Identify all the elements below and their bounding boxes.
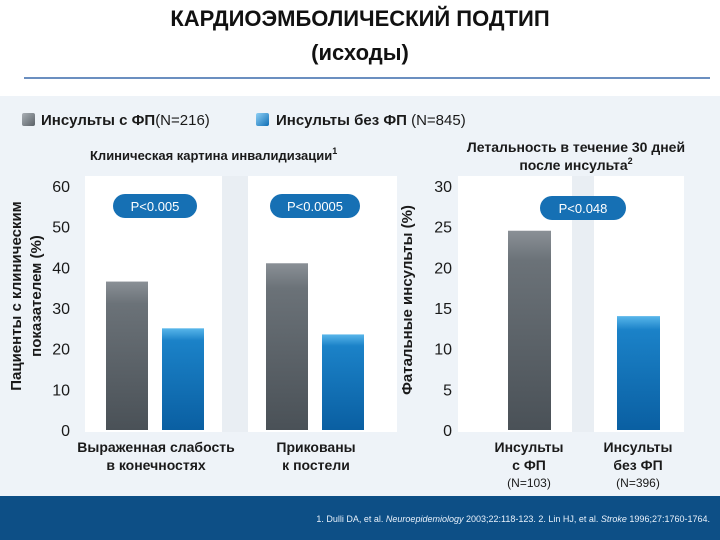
slide-title: КАРДИОЭМБОЛИЧЕСКИЙ ПОДТИП (170, 6, 550, 31)
p-value-2: P<0.0005 (287, 199, 343, 214)
chart-right-yticks: 0 5 10 15 20 25 30 (434, 179, 452, 440)
chart-left-cat-1-line1: Выраженная слабость (77, 439, 235, 455)
chart-right-cat-1-n: (N=103) (507, 476, 551, 490)
chart-right-bars (508, 230, 660, 430)
legend-label-noaf-n: (N=845) (407, 112, 466, 129)
title-divider (24, 77, 710, 79)
chart-left-title-text: Клиническая картина инвалидизации (90, 148, 332, 163)
chart-left-title-sup: 1 (332, 146, 337, 156)
title-area: КАРДИОЭМБОЛИЧЕСКИЙ ПОДТИП (исходы) (0, 0, 720, 96)
chart-right-cat-1-line2: с ФП (512, 457, 546, 473)
p-value-pill-1 (113, 194, 197, 218)
chart-right-title-sup: 2 (628, 156, 633, 166)
y-tick-left: 60 (52, 179, 70, 196)
y-tick-right: 20 (434, 260, 452, 277)
chart-right-cat-2-n: (N=396) (616, 476, 660, 490)
y-tick-left: 20 (52, 342, 70, 359)
chart-left-cat-2-line2: к постели (282, 457, 350, 473)
footnote-ref1: 1. Dulli DA, et al. (316, 514, 386, 524)
legend-label-noaf-bold: Инсульты без ФП (276, 112, 407, 129)
chart-right-cat-1-line1: Инсульты (495, 439, 564, 455)
bar-no-af (162, 328, 204, 430)
chart-left-cat-2-line1: Прикованы (276, 439, 355, 455)
chart-left-ylabel-1: Пациенты с клиническим (8, 201, 25, 391)
chart-left-bars (106, 263, 364, 430)
chart-right-cat-2-line2: без ФП (613, 457, 662, 473)
y-tick-right: 0 (443, 423, 452, 440)
chart-right-cat-2-line1: Инсульты (604, 439, 673, 455)
bar-af (266, 263, 308, 430)
y-tick-right: 10 (434, 342, 452, 359)
legend-swatch-noaf (256, 113, 269, 126)
chart-left-ylabel-2: показателем (%) (28, 235, 45, 357)
bar-af (106, 281, 148, 430)
p-value-1: P<0.005 (131, 199, 180, 214)
bar-no-af (322, 334, 364, 430)
footnote: 1. Dulli DA, et al. Neuroepidemiology 20… (316, 514, 710, 524)
chart-right-title-2-text: после инсульта (519, 157, 628, 173)
y-tick-left: 10 (52, 382, 70, 399)
chart-left-cat-1-line2: в конечностях (106, 457, 206, 473)
p-value-3: P<0.048 (559, 201, 608, 216)
legend: Инсульты с ФП(N=216) Инсульты без ФП (N=… (22, 112, 466, 129)
footnote-journal2: Stroke (600, 514, 627, 524)
legend-label-noaf: Инсульты без ФП (N=845) (276, 112, 466, 129)
legend-swatch-af (22, 113, 35, 126)
legend-label-af-n: (N=216) (155, 112, 210, 129)
p-value-pill-3 (540, 196, 626, 220)
y-tick-right: 5 (443, 382, 452, 399)
chart-right-title-1: Летальность в течение 30 дней (467, 139, 685, 155)
chart-left-yticks: 0 10 20 30 40 50 60 (52, 179, 70, 440)
p-value-pill-2 (270, 194, 360, 218)
y-tick-right: 30 (434, 179, 452, 196)
footnote-ref2-tail: 1996;27:1760-1764. (626, 514, 710, 524)
y-tick-right: 25 (434, 220, 452, 237)
legend-label-af: Инсульты с ФП(N=216) (41, 112, 210, 129)
legend-label-af-bold: Инсульты с ФП (41, 112, 155, 129)
bar-fatal-af (508, 230, 551, 430)
chart-left-gap-band (222, 176, 248, 432)
chart-right-ylabel: Фатальные инсульты (%) (399, 205, 416, 395)
footer-bar: 1. Dulli DA, et al. Neuroepidemiology 20… (0, 496, 720, 540)
y-tick-left: 30 (52, 301, 70, 318)
bar-fatal-no-af (617, 316, 660, 430)
y-tick-left: 40 (52, 260, 70, 277)
chart-left: Клиническая картина инвалидизации1 Пацие… (8, 146, 397, 473)
footnote-ref1-tail: 2003;22:118-123. 2. Lin HJ, et al. (463, 514, 601, 524)
chart-right-gap-band (572, 176, 594, 432)
slide-subtitle: (исходы) (311, 40, 409, 65)
y-tick-right: 15 (434, 301, 452, 318)
chart-left-title: Клиническая картина инвалидизации1 (90, 146, 337, 163)
chart-right: Летальность в течение 30 дней после инсу… (399, 139, 685, 490)
chart-right-title-2: после инсульта2 (519, 156, 632, 173)
footnote-journal1: Neuroepidemiology (385, 514, 464, 524)
y-tick-left: 0 (61, 423, 70, 440)
y-tick-left: 50 (52, 220, 70, 237)
